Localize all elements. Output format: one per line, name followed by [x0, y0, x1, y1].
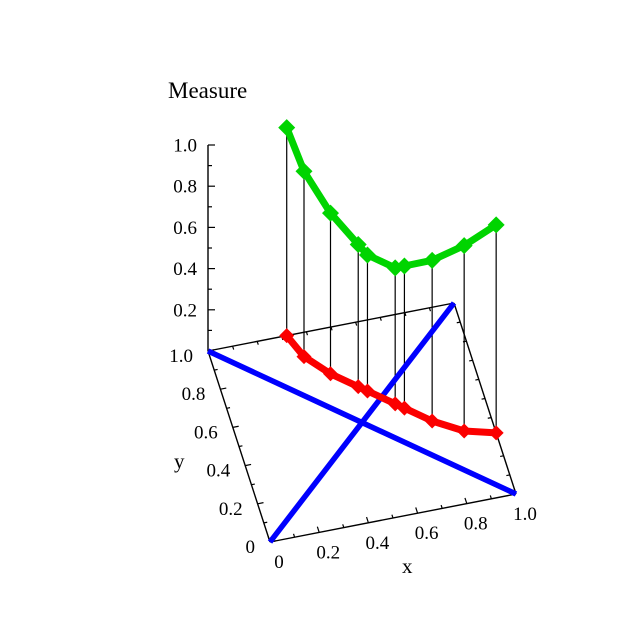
measure-curve-marker — [395, 257, 413, 275]
base-diagonal-01-to-10 — [206, 348, 518, 497]
right-edge-tick — [481, 397, 486, 400]
x-minor-tick — [292, 533, 296, 538]
measure-curve-marker — [423, 251, 441, 269]
z-tick-label: 0.8 — [173, 177, 197, 198]
x-tick-label: 0 — [274, 552, 284, 573]
y-minor-tick — [238, 445, 243, 448]
y-minor-tick — [251, 483, 255, 486]
back-edge-tick — [355, 322, 358, 326]
xy-base-path-marker — [456, 423, 472, 439]
x-tick-label: 0.8 — [464, 514, 488, 535]
xy-base-path-marker — [424, 413, 440, 429]
back-edge-tick — [330, 326, 333, 331]
right-edge-tick — [475, 378, 479, 381]
x-minor-tick — [391, 514, 394, 519]
z-tick-label: 0.2 — [173, 300, 197, 321]
x-axis-title: x — [402, 554, 413, 578]
z-tick-label: 1.0 — [173, 136, 197, 157]
y-minor-tick — [226, 407, 231, 409]
back-edge-tick — [232, 346, 235, 350]
y-tick-label: 0.6 — [194, 422, 218, 443]
y-major-tick — [257, 502, 264, 505]
x-major-tick — [415, 507, 419, 514]
right-edge-tick — [506, 474, 510, 477]
z-axis-title: Measure — [168, 78, 248, 103]
z-tick-label: 0.6 — [173, 218, 197, 239]
right-edge-tick — [487, 417, 492, 419]
measure-curve-marker — [349, 236, 367, 254]
z-tick-label: 0.4 — [173, 259, 197, 280]
xy-base-path-marker — [396, 400, 412, 416]
back-edge-tick — [305, 331, 309, 336]
right-edge-tick — [469, 359, 473, 362]
measure-curve-marker — [278, 119, 296, 137]
measure-curve-marker — [455, 237, 473, 255]
x-tick-label: 0.6 — [415, 523, 439, 544]
xy-base-path-marker — [279, 328, 295, 344]
measure-curve-marker — [487, 216, 505, 234]
y-minor-tick — [214, 368, 218, 371]
y-tick-label: 0.2 — [219, 499, 243, 520]
y-major-tick — [245, 463, 252, 467]
xy-base-path-marker — [323, 366, 338, 382]
x-major-tick — [316, 526, 320, 533]
x-tick-label: 1.0 — [513, 504, 537, 525]
x-minor-tick — [440, 504, 443, 509]
back-edge-tick — [428, 307, 432, 312]
back-edge-tick — [256, 341, 259, 345]
y-minor-tick — [263, 521, 268, 524]
back-edge-tick — [379, 317, 382, 321]
xy-base-path-marker — [488, 425, 504, 441]
y-tick-label: 0.4 — [206, 461, 230, 482]
x-minor-tick — [342, 524, 345, 528]
y-tick-label: 1.0 — [169, 346, 193, 367]
measure-curve-marker — [295, 162, 313, 180]
x-minor-tick — [489, 495, 492, 499]
y-tick-label: 0.8 — [182, 384, 206, 405]
x-tick-label: 0.2 — [316, 542, 340, 563]
y-major-tick — [232, 425, 239, 428]
measure-curve-marker — [322, 204, 339, 222]
measure-curve-line — [283, 126, 499, 272]
y-axis-title: y — [174, 449, 185, 473]
x-major-tick — [464, 497, 468, 504]
right-edge-tick — [456, 321, 461, 324]
measure-curve-marker — [358, 246, 376, 264]
xy-base-path-line — [283, 333, 497, 437]
x-tick-label: 0.4 — [366, 533, 390, 554]
xy-base-path-marker — [296, 349, 312, 365]
y-major-tick — [220, 387, 227, 390]
y-tick-label: 0 — [246, 537, 256, 558]
right-edge-tick — [500, 455, 504, 458]
x-major-tick — [365, 516, 369, 523]
xy-base-path-marker — [359, 383, 375, 399]
